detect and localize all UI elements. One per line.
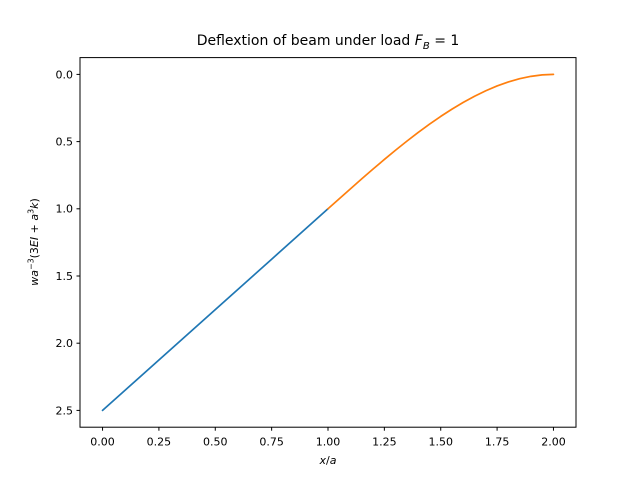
label-fragment: F (414, 33, 423, 49)
axes-spines (79, 57, 577, 428)
label-fragment: = 1 (429, 33, 460, 49)
label-fragment: ) (28, 198, 41, 203)
label-fragment: EI (28, 236, 41, 248)
series-line-blue-linear (101, 207, 329, 412)
y-tick-label: 1.5 (56, 270, 74, 283)
y-tick-label: 2.0 (56, 337, 74, 350)
y-tick-label: 2.5 (56, 404, 74, 417)
label-fragment: a (28, 213, 41, 221)
chart-title: Deflextion of beam under load FB = 1 (80, 33, 576, 52)
y-tick-label: 0.5 (56, 136, 74, 149)
y-tick-label: 1.0 (56, 203, 74, 216)
x-tick-label: 1.50 (428, 436, 453, 449)
label-fragment: + (28, 220, 41, 237)
label-fragment: 3 (26, 208, 36, 214)
label-fragment: (3 (28, 247, 41, 259)
x-tick-label: 2.00 (541, 436, 566, 449)
x-tick-label: 1.00 (316, 436, 341, 449)
label-fragment: / (326, 454, 330, 467)
x-axis-label: x/a (80, 454, 576, 468)
x-tick-label: 1.75 (485, 436, 510, 449)
label-fragment: −3 (26, 258, 36, 271)
label-fragment: B (422, 40, 430, 52)
x-tick-label: 0.75 (259, 436, 284, 449)
x-tick-label: 0.00 (90, 436, 115, 449)
x-tick-label: 0.50 (203, 436, 228, 449)
x-tick-label: 1.25 (372, 436, 397, 449)
x-tick-label: 0.25 (147, 436, 172, 449)
y-tick-label: 0.0 (56, 68, 74, 81)
label-fragment: wa (28, 270, 41, 286)
y-axis-label: wa−3(3EI + a3k) (26, 198, 42, 286)
label-fragment: x (319, 454, 327, 467)
label-fragment: Deflextion of beam under load (196, 33, 415, 49)
label-fragment: k (28, 202, 41, 209)
label-fragment: a (329, 454, 337, 467)
series-line-orange-cubic (327, 73, 555, 210)
